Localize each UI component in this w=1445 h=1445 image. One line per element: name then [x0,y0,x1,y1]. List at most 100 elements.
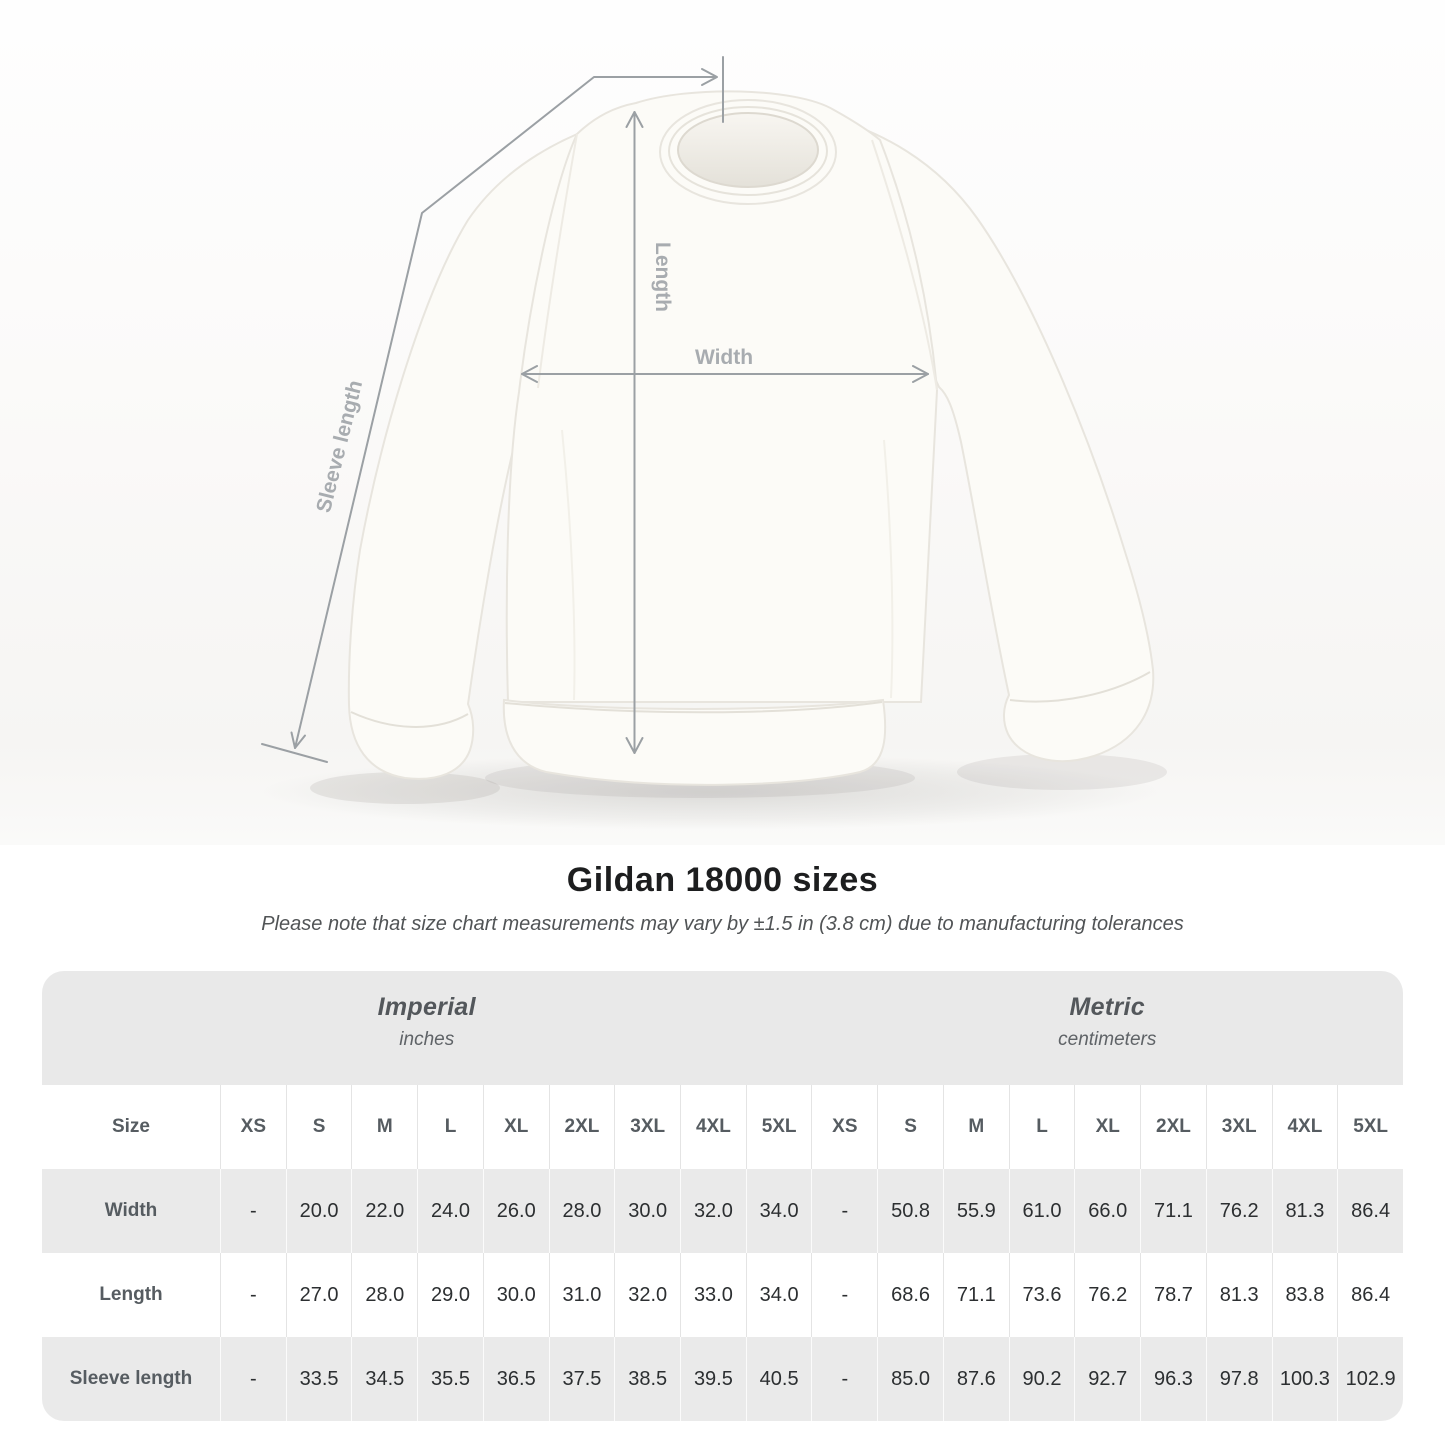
page-title: Gildan 18000 sizes [566,861,879,899]
sweatshirt-photo: Length Width Sleeve length [260,56,1167,830]
value-cell-metric: 100.3 [1271,1337,1338,1421]
row-label: Length [42,1253,220,1337]
value-cell-metric: 87.6 [942,1337,1009,1421]
value-cell-imperial: 20.0 [285,1169,352,1253]
column-header-metric: 2XL [1140,1085,1206,1169]
value-cell-metric: 55.9 [942,1169,1009,1253]
column-header-size: Size [42,1085,220,1169]
value-cell-imperial: 31.0 [548,1253,615,1337]
caption: Gildan 18000 sizes Please note that size… [0,845,1445,957]
unit-imperial-sub: inches [399,1029,455,1050]
value-cell-metric: 92.7 [1074,1337,1141,1421]
column-header-imperial: L [417,1085,483,1169]
value-cell-metric: 90.2 [1008,1337,1075,1421]
body-panel [505,90,939,703]
value-cell-imperial: 34.0 [745,1169,812,1253]
value-cell-imperial: 30.0 [614,1169,681,1253]
column-header-imperial: 4XL [680,1085,746,1169]
value-cell-metric: 83.8 [1271,1253,1338,1337]
value-cell-imperial: 36.5 [482,1337,549,1421]
tolerance-note: Please note that size chart measurements… [261,913,1184,935]
value-cell-metric: 81.3 [1271,1169,1338,1253]
value-cell-metric: 50.8 [877,1169,943,1253]
column-header-metric: 4XL [1271,1085,1338,1169]
unit-band: Imperial inches Metric centimeters [42,971,1403,1085]
value-cell-metric: - [811,1253,878,1337]
length-label: Length [651,242,674,312]
sweatshirt [347,90,1155,786]
column-header-imperial: M [351,1085,418,1169]
value-cell-imperial: 24.0 [417,1169,483,1253]
sleeve-length-arrow [261,56,724,763]
value-cell-imperial: 29.0 [417,1253,483,1337]
column-header-metric: M [942,1085,1009,1169]
size-table: Imperial inches Metric centimeters Size X… [42,971,1403,1421]
width-arrow [521,365,929,383]
unit-imperial: Imperial inches [42,971,812,1085]
sleeve-length-label: Sleeve length [312,378,367,515]
column-header-metric: 3XL [1205,1085,1272,1169]
value-cell-metric: 96.3 [1140,1337,1206,1421]
value-cell-metric: 71.1 [942,1253,1009,1337]
hem-band [502,698,887,786]
value-cell-imperial: 22.0 [351,1169,418,1253]
column-header-metric: L [1008,1085,1075,1169]
value-cell-metric: 66.0 [1074,1169,1141,1253]
column-header-imperial: XL [482,1085,549,1169]
column-header-metric: XL [1074,1085,1141,1169]
value-cell-imperial: - [220,1169,286,1253]
unit-metric: Metric centimeters [812,971,1404,1085]
column-header-imperial: XS [220,1085,286,1169]
value-cell-metric: 86.4 [1337,1169,1403,1253]
value-cell-metric: - [811,1337,878,1421]
value-cell-imperial: 28.0 [351,1253,418,1337]
value-cell-imperial: - [220,1253,286,1337]
value-cell-metric: 76.2 [1074,1253,1141,1337]
column-header-imperial: S [285,1085,352,1169]
value-cell-imperial: 32.0 [614,1253,681,1337]
value-cell-imperial: 28.0 [548,1169,615,1253]
value-cell-metric: 102.9 [1337,1337,1403,1421]
value-cell-metric: 71.1 [1140,1169,1206,1253]
value-cell-imperial: 33.5 [285,1337,352,1421]
value-cell-imperial: - [220,1337,286,1421]
value-cell-metric: 81.3 [1205,1253,1272,1337]
value-cell-imperial: 35.5 [417,1337,483,1421]
value-cell-imperial: 33.0 [680,1253,746,1337]
row-label: Sleeve length [42,1337,220,1421]
value-cell-imperial: 30.0 [482,1253,549,1337]
unit-metric-sub: centimeters [1058,1029,1157,1050]
value-cell-imperial: 27.0 [285,1253,352,1337]
value-cell-metric: 76.2 [1205,1169,1272,1253]
column-header-imperial: 5XL [745,1085,812,1169]
size-grid: Size XS S M L XL 2XL 3XL 4XL 5XL XS S M L XL 2XL 3XL 4XL 5… [42,1085,1403,1421]
value-cell-imperial: 40.5 [745,1337,812,1421]
value-cell-metric: 61.0 [1008,1169,1075,1253]
neck-opening [677,112,819,188]
value-cell-imperial: 26.0 [482,1169,549,1253]
value-cell-metric: 78.7 [1140,1253,1206,1337]
row-label: Width [42,1169,220,1253]
value-cell-imperial: 32.0 [680,1169,746,1253]
width-label: Width [695,346,753,369]
column-header-imperial: 3XL [614,1085,681,1169]
length-arrow [625,111,644,754]
unit-metric-name: Metric [1069,993,1145,1021]
value-cell-metric: 73.6 [1008,1253,1075,1337]
garment-seams [350,106,1151,728]
value-cell-metric: 68.6 [877,1253,943,1337]
product-diagram: Length Width Sleeve length [0,0,1445,845]
value-cell-imperial: 39.5 [680,1337,746,1421]
value-cell-metric: 85.0 [877,1337,943,1421]
value-cell-metric: 97.8 [1205,1337,1272,1421]
value-cell-imperial: 38.5 [614,1337,681,1421]
column-header-metric: S [877,1085,943,1169]
value-cell-metric: - [811,1169,878,1253]
value-cell-imperial: 34.0 [745,1253,812,1337]
value-cell-imperial: 34.5 [351,1337,418,1421]
column-header-metric: 5XL [1337,1085,1403,1169]
value-cell-metric: 86.4 [1337,1253,1403,1337]
column-header-imperial: 2XL [548,1085,615,1169]
unit-imperial-name: Imperial [377,993,476,1021]
value-cell-imperial: 37.5 [548,1337,615,1421]
